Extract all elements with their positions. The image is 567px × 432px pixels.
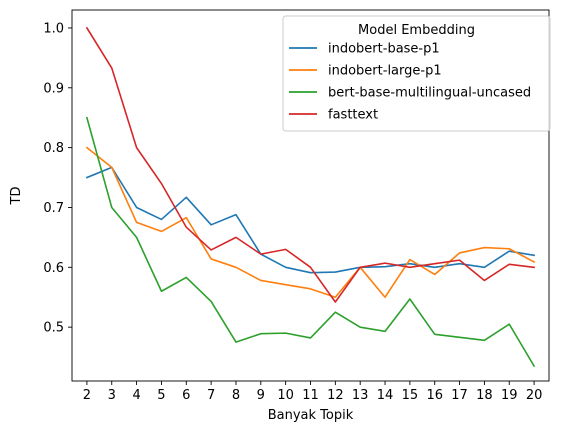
x-tick-label: 14 xyxy=(377,388,394,403)
y-tick-label: 0.8 xyxy=(43,141,64,156)
x-tick-label: 10 xyxy=(277,388,294,403)
y-tick-label: 1.0 xyxy=(43,21,64,36)
x-tick-label: 5 xyxy=(157,388,165,403)
x-tick-label: 20 xyxy=(526,388,543,403)
x-tick-label: 19 xyxy=(501,388,518,403)
legend-box xyxy=(282,15,551,132)
x-tick-label: 8 xyxy=(232,388,240,403)
x-tick-label: 6 xyxy=(182,388,190,403)
x-tick-label: 18 xyxy=(476,388,493,403)
x-tick-label: 16 xyxy=(426,388,443,403)
legend-entry-0: indobert-base-p1 xyxy=(328,42,440,57)
x-tick-label: 13 xyxy=(352,388,369,403)
legend-entry-3: fasttext xyxy=(328,108,378,123)
x-tick-label: 11 xyxy=(302,388,319,403)
x-tick-label: 4 xyxy=(132,388,140,403)
series-line-0 xyxy=(85,166,536,274)
x-tick-label: 2 xyxy=(83,388,91,403)
legend-entry-2: bert-base-multilingual-uncased xyxy=(328,86,531,101)
y-axis-ticks: 0.5 0.6 0.7 0.8 0.9 1.0 xyxy=(43,21,72,336)
series-lines xyxy=(85,26,536,368)
y-tick-label: 0.9 xyxy=(43,81,64,96)
y-tick-label: 0.7 xyxy=(43,201,64,216)
series-line-2 xyxy=(85,116,536,368)
y-axis-label: TD xyxy=(9,187,24,206)
x-axis-ticks: 2 3 4 5 6 7 8 9 10 11 12 13 14 15 16 17 18 19 20 xyxy=(83,381,543,403)
series-line-3 xyxy=(85,26,535,303)
y-tick-label: 0.5 xyxy=(43,321,64,336)
x-tick-label: 17 xyxy=(451,388,468,403)
x-tick-label: 3 xyxy=(108,388,116,403)
legend-title: Model Embedding xyxy=(358,23,475,38)
x-axis-label: Banyak Topik xyxy=(268,408,354,423)
x-tick-label: 7 xyxy=(207,388,215,403)
x-tick-label: 9 xyxy=(257,388,265,403)
x-tick-label: 15 xyxy=(402,388,419,403)
y-tick-label: 0.6 xyxy=(43,261,64,276)
x-tick-label: 12 xyxy=(327,388,344,403)
legend-entry-1: indobert-large-p1 xyxy=(328,64,442,79)
series-line-1 xyxy=(85,146,536,299)
legend: Model Embedding indobert-base-p1 indobert… xyxy=(282,15,551,132)
